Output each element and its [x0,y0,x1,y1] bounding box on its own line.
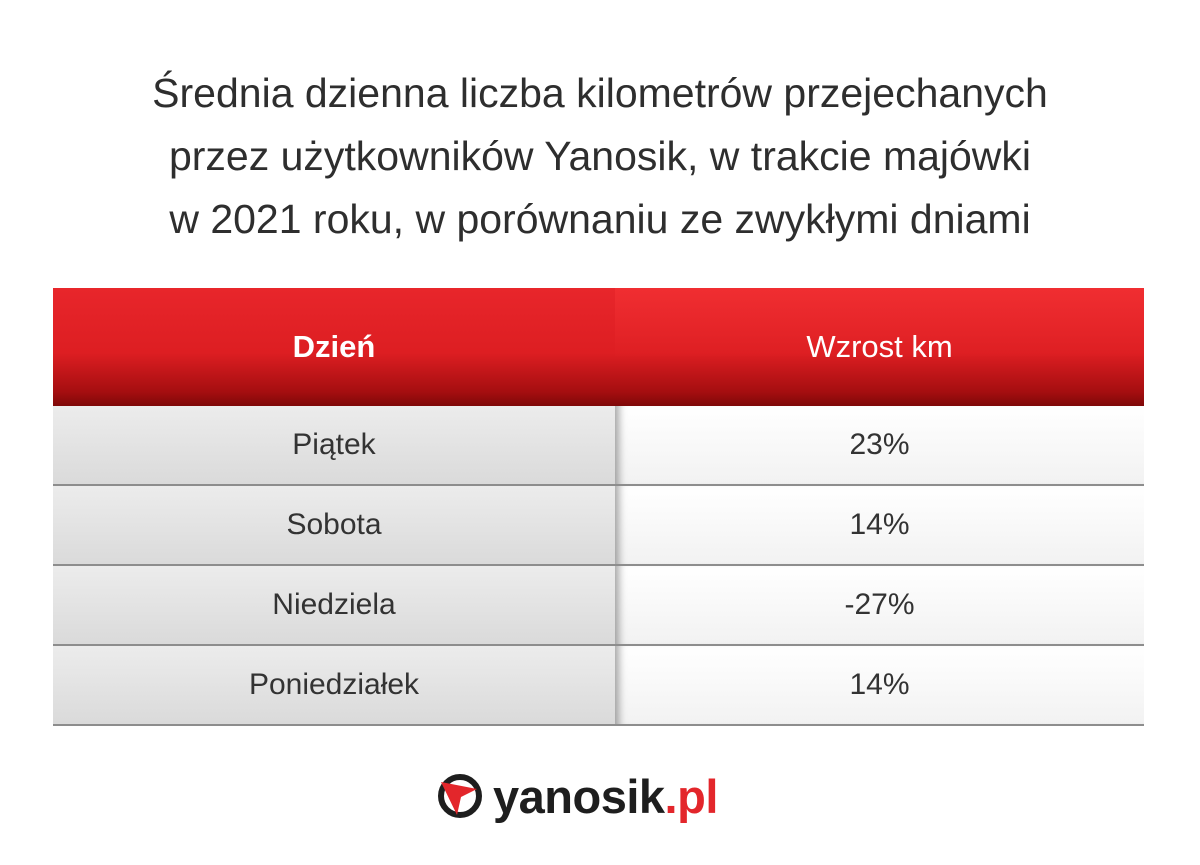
cell-value: 23% [615,406,1144,484]
cell-value: 14% [615,646,1144,724]
table-header: Dzień Wzrost km [53,288,1144,406]
table-row: Poniedziałek 14% [53,646,1144,726]
title-line-2: przez użytkowników Yanosik, w trakcie ma… [168,133,1032,179]
cell-value: 14% [615,486,1144,564]
cell-day: Sobota [53,486,615,564]
yanosik-logo-icon [438,774,482,818]
chart-title: Średnia dzienna liczba kilometrów przeje… [0,62,1200,251]
data-table: Dzień Wzrost km Piątek 23% Sobota 14% Ni… [53,288,1144,726]
yanosik-logo: yanosik.pl [437,769,718,824]
table-row: Sobota 14% [53,486,1144,566]
column-header-day: Dzień [292,329,376,364]
title-line-3: w 2021 roku, w porównaniu ze zwykłymi dn… [169,196,1031,242]
cell-day: Niedziela [53,566,615,644]
title-line-1: Średnia dzienna liczba kilometrów przeje… [152,70,1048,116]
table-row: Niedziela -27% [53,566,1144,646]
cell-day: Piątek [53,406,615,484]
table-row: Piątek 23% [53,406,1144,486]
logo-name: yanosik [493,769,665,823]
logo-wordmark: yanosik.pl [493,769,718,824]
cell-value: -27% [615,566,1144,644]
cell-day: Poniedziałek [53,646,615,724]
logo-domain: .pl [664,769,719,823]
column-header-increase: Wzrost km [615,288,1144,406]
